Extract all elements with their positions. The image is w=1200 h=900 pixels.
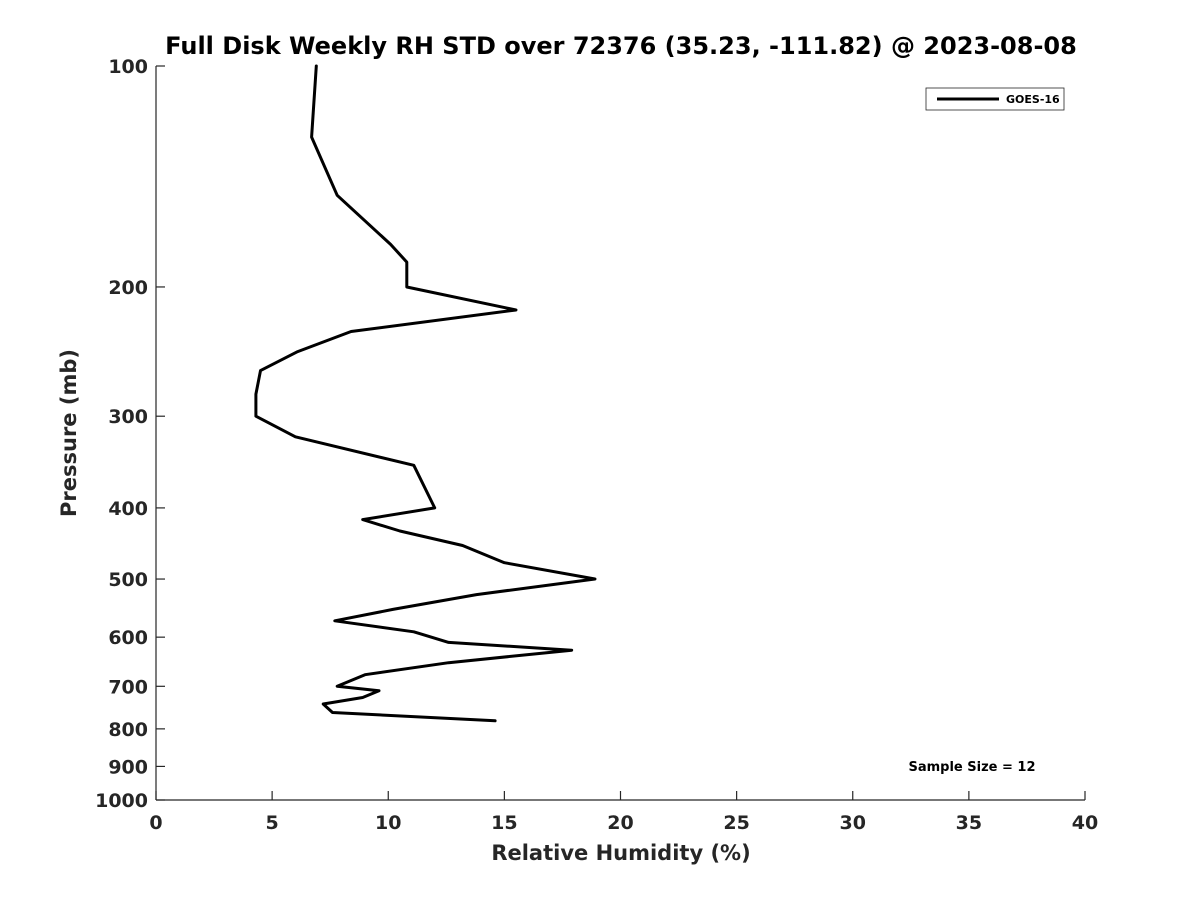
legend: GOES-16 [925, 87, 1065, 111]
y-tick-label: 200 [108, 277, 148, 299]
x-tick-label: 20 [607, 812, 633, 834]
chart-title: Full Disk Weekly RH STD over 72376 (35.2… [165, 32, 1077, 60]
series-layer [254, 64, 597, 723]
x-axis-ticks: 0 5 10 15 20 25 30 35 40 [149, 791, 1098, 834]
y-axis-ticks: 100 200 300 400 500 600 700 800 900 1000 [95, 56, 165, 812]
sample-size-annotation: Sample Size = 12 [908, 760, 1035, 775]
x-tick-label: 40 [1072, 812, 1098, 834]
y-tick-label: 500 [108, 569, 148, 591]
x-axis-title: Relative Humidity (%) [491, 841, 750, 865]
x-tick-label: 25 [723, 812, 749, 834]
y-tick-label: 800 [108, 719, 148, 741]
x-tick-label: 30 [840, 812, 866, 834]
y-tick-label: 700 [108, 676, 148, 698]
x-tick-label: 10 [375, 812, 401, 834]
x-tick-label: 5 [266, 812, 279, 834]
legend-label-goes-16: GOES-16 [1006, 93, 1060, 106]
y-axis-title: Pressure (mb) [57, 349, 81, 517]
y-tick-label: 900 [108, 756, 148, 778]
x-tick-label: 15 [491, 812, 517, 834]
y-tick-label: 100 [108, 56, 148, 78]
plot-area [155, 66, 1085, 801]
y-tick-label: 300 [108, 406, 148, 428]
y-tick-label: 1000 [95, 790, 148, 812]
y-tick-label: 600 [108, 627, 148, 649]
x-tick-label: 35 [956, 812, 982, 834]
series-line-goes-16 [254, 64, 597, 723]
y-tick-label: 400 [108, 498, 148, 520]
x-tick-label: 0 [149, 812, 162, 834]
